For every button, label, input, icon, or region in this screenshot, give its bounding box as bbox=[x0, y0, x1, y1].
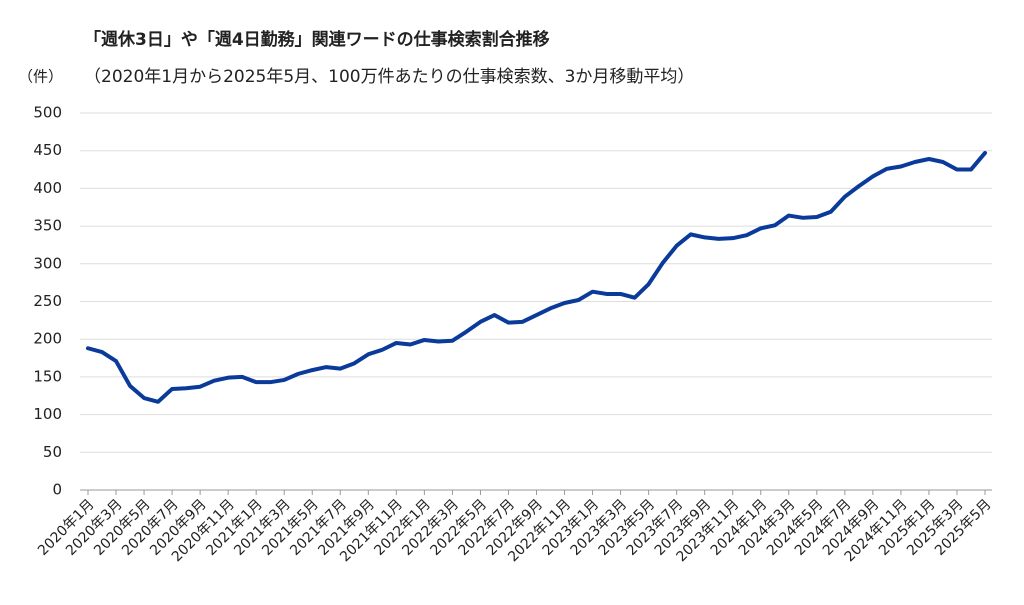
y-tick-label: 0 bbox=[52, 481, 62, 499]
y-tick-label: 450 bbox=[33, 141, 62, 159]
y-tick-label: 200 bbox=[33, 330, 62, 348]
data-line bbox=[86, 150, 987, 404]
y-tick-label: 100 bbox=[33, 405, 62, 423]
y-tick-label: 250 bbox=[33, 292, 62, 310]
y-tick-label: 400 bbox=[33, 179, 62, 197]
y-tick-label: 300 bbox=[33, 254, 62, 272]
y-tick-label: 500 bbox=[33, 104, 62, 122]
y-tick-label: 350 bbox=[33, 217, 62, 235]
chart-subtitle: （2020年1月から2025年5月、100万件あたりの仕事検索数、3か月移動平均… bbox=[84, 67, 694, 87]
chart-title: 「週休3日」や「週4日勤務」関連ワードの仕事検索割合推移 bbox=[84, 29, 550, 50]
y-tick-label: 150 bbox=[33, 367, 62, 385]
y-axis-label: （件） bbox=[18, 68, 63, 86]
y-tick-label: 50 bbox=[43, 443, 62, 461]
